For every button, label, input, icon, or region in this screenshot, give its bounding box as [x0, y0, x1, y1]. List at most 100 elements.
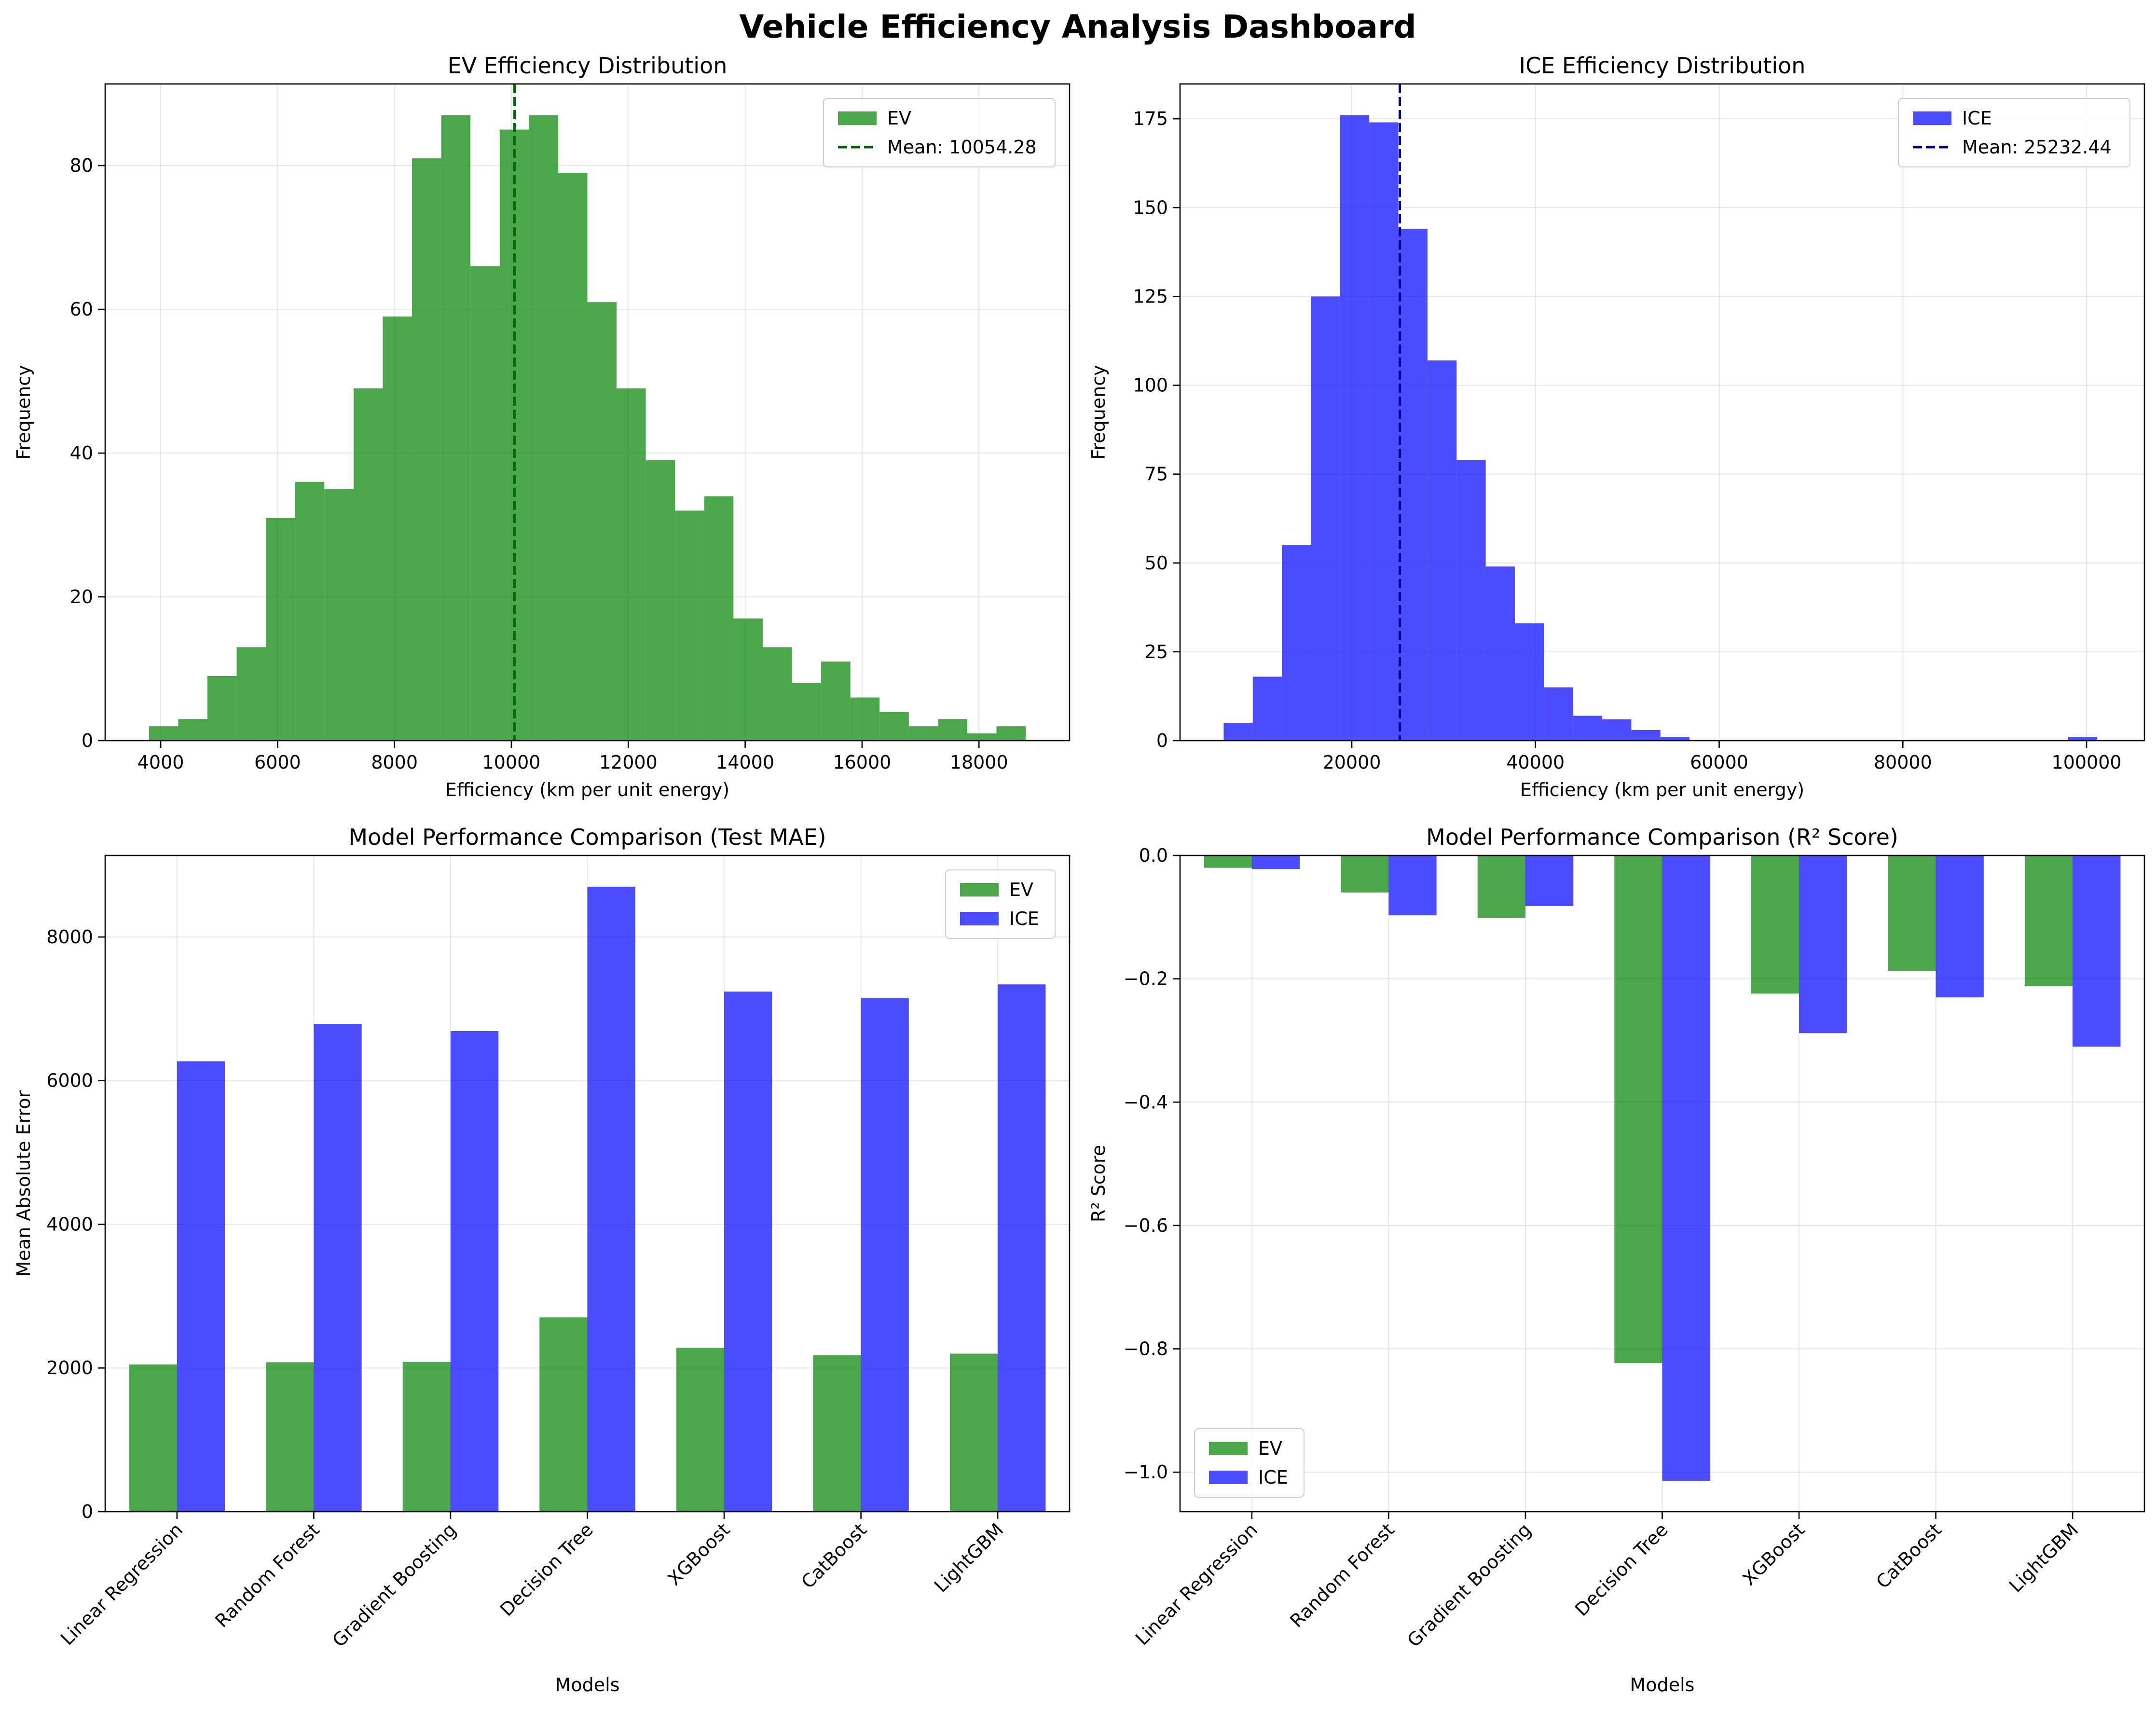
histogram-bar: [1427, 360, 1457, 741]
x-axis: 20000 40000 60000 80000 100000: [1323, 741, 2122, 773]
y-tick-label: −0.4: [1124, 1091, 1168, 1113]
ev-bar: [539, 1317, 588, 1512]
histogram-bar: [266, 518, 295, 741]
ice-bar: [861, 998, 909, 1512]
axes-frame: [104, 83, 1071, 742]
ice-bar: [450, 1031, 499, 1512]
ev-bar: [676, 1348, 725, 1512]
ev-bar: [1751, 855, 1799, 994]
x-tick-label: 8000: [371, 752, 418, 773]
histogram-bar: [1252, 676, 1282, 741]
x-tick-label: 14000: [716, 752, 774, 773]
histogram-bar: [383, 316, 412, 741]
y-tick-label: 8000: [46, 926, 93, 948]
category-label: LightGBM: [930, 1519, 1008, 1597]
category-label: Gradient Boosting: [328, 1519, 460, 1651]
ev-bar: [949, 1353, 998, 1512]
histogram-bar: [938, 719, 967, 741]
histogram-bar: [645, 460, 675, 741]
legend-label: EV: [1009, 879, 1033, 900]
legend-box: [823, 98, 1056, 167]
y-axis-label: Mean Absolute Error: [13, 1090, 34, 1277]
y-tick-label: 0.0: [1139, 845, 1168, 866]
x-tick-label: 80000: [1874, 752, 1932, 773]
legend-label: EV: [887, 108, 911, 129]
y-tick-label: 100: [1133, 375, 1168, 396]
data-marks: [1204, 855, 2121, 1481]
ev-bar: [1477, 855, 1525, 918]
x-axis-label: Efficiency (km per unit energy): [1520, 779, 1804, 800]
legend: EV ICE: [945, 869, 1056, 939]
legend-label: ICE: [1258, 1467, 1288, 1488]
ice-bar: [314, 1024, 362, 1512]
x-tick-label: 20000: [1323, 752, 1381, 773]
y-tick-label: 25: [1145, 641, 1168, 662]
y-tick-label: 0: [1156, 730, 1168, 751]
y-tick-label: 40: [70, 442, 93, 464]
ev-bar: [813, 1355, 861, 1512]
ev-efficiency-histogram: 0 20 40 60 80 4000 6000 8000 10000 12000 14000 1600…: [13, 53, 1071, 800]
legend-label: Mean: 25232.44: [1962, 137, 2112, 158]
histogram-bar: [967, 733, 997, 741]
histogram-bar: [1369, 122, 1399, 741]
histogram-bar: [295, 482, 325, 741]
ev-bar: [1204, 855, 1252, 868]
data-marks: [149, 84, 1026, 741]
histogram-bar: [617, 388, 646, 741]
x-tick-label: 100000: [2052, 752, 2122, 773]
histogram-bar: [324, 489, 354, 741]
r2-comparison-chart: 0.0 −0.2 −0.4 −0.6 −0.8 −1.0 Linear Regression…: [1088, 824, 2145, 1695]
y-tick-label: 80: [70, 155, 93, 176]
chart-title: Model Performance Comparison (Test MAE): [348, 824, 826, 850]
category-label: Linear Regression: [1131, 1519, 1262, 1649]
ev-bar: [1341, 855, 1389, 893]
category-label: XGBoost: [1738, 1519, 1809, 1589]
histogram-bar: [762, 647, 792, 741]
x-tick-label: 10000: [482, 752, 541, 773]
histogram-bar: [1602, 719, 1632, 741]
y-axis: 0 20 40 60 80: [70, 155, 105, 751]
y-tick-label: −0.6: [1124, 1215, 1168, 1236]
category-label: CatBoost: [797, 1519, 871, 1593]
x-axis-label: Efficiency (km per unit energy): [445, 779, 729, 800]
histogram-bar: [149, 726, 179, 741]
category-label: LightGBM: [2005, 1519, 2083, 1597]
y-tick-label: 75: [1145, 464, 1168, 485]
histogram-bar: [733, 618, 763, 741]
histogram-bar: [441, 115, 471, 741]
x-axis-label: Models: [555, 1674, 620, 1695]
x-axis: Linear Regression Random Forest Gradient B…: [1131, 1512, 2083, 1651]
x-axis: Linear Regression Random Forest Gradient B…: [56, 1512, 1008, 1651]
category-label: XGBoost: [663, 1519, 734, 1589]
ice-bar: [1525, 855, 1574, 906]
legend-swatch: [1209, 1442, 1248, 1455]
legend-swatch: [838, 111, 877, 125]
x-axis: 4000 6000 8000 10000 12000 14000 16000 18000: [137, 741, 1008, 773]
chart-title: Model Performance Comparison (R² Score): [1426, 824, 1898, 850]
histogram-bar: [1282, 545, 1311, 741]
histogram-bar: [1311, 296, 1340, 741]
category-label: Random Forest: [211, 1519, 323, 1631]
histogram-bar: [1398, 229, 1428, 741]
y-tick-label: 20: [70, 586, 93, 607]
histogram-bar: [412, 158, 441, 741]
ice-bar: [1251, 855, 1300, 869]
y-tick-label: 0: [82, 1501, 93, 1522]
histogram-bar: [792, 683, 822, 741]
category-label: Decision Tree: [496, 1519, 597, 1620]
data-marks: [1223, 84, 2097, 741]
legend-box: [1898, 98, 2130, 167]
histogram-bar: [850, 697, 880, 741]
histogram-bar: [178, 719, 208, 741]
ice-bar: [1388, 855, 1437, 915]
y-tick-label: −1.0: [1124, 1461, 1168, 1483]
y-axis-label: Frequency: [1088, 365, 1109, 459]
y-tick-label: 0: [82, 730, 93, 751]
x-tick-label: 40000: [1506, 752, 1565, 773]
y-tick-label: 2000: [46, 1357, 93, 1378]
ice-bar: [1936, 855, 1984, 997]
ice-bar: [2073, 855, 2121, 1047]
legend-label: ICE: [1009, 908, 1039, 929]
histogram-bar: [1223, 723, 1253, 741]
y-tick-label: −0.2: [1124, 968, 1168, 990]
